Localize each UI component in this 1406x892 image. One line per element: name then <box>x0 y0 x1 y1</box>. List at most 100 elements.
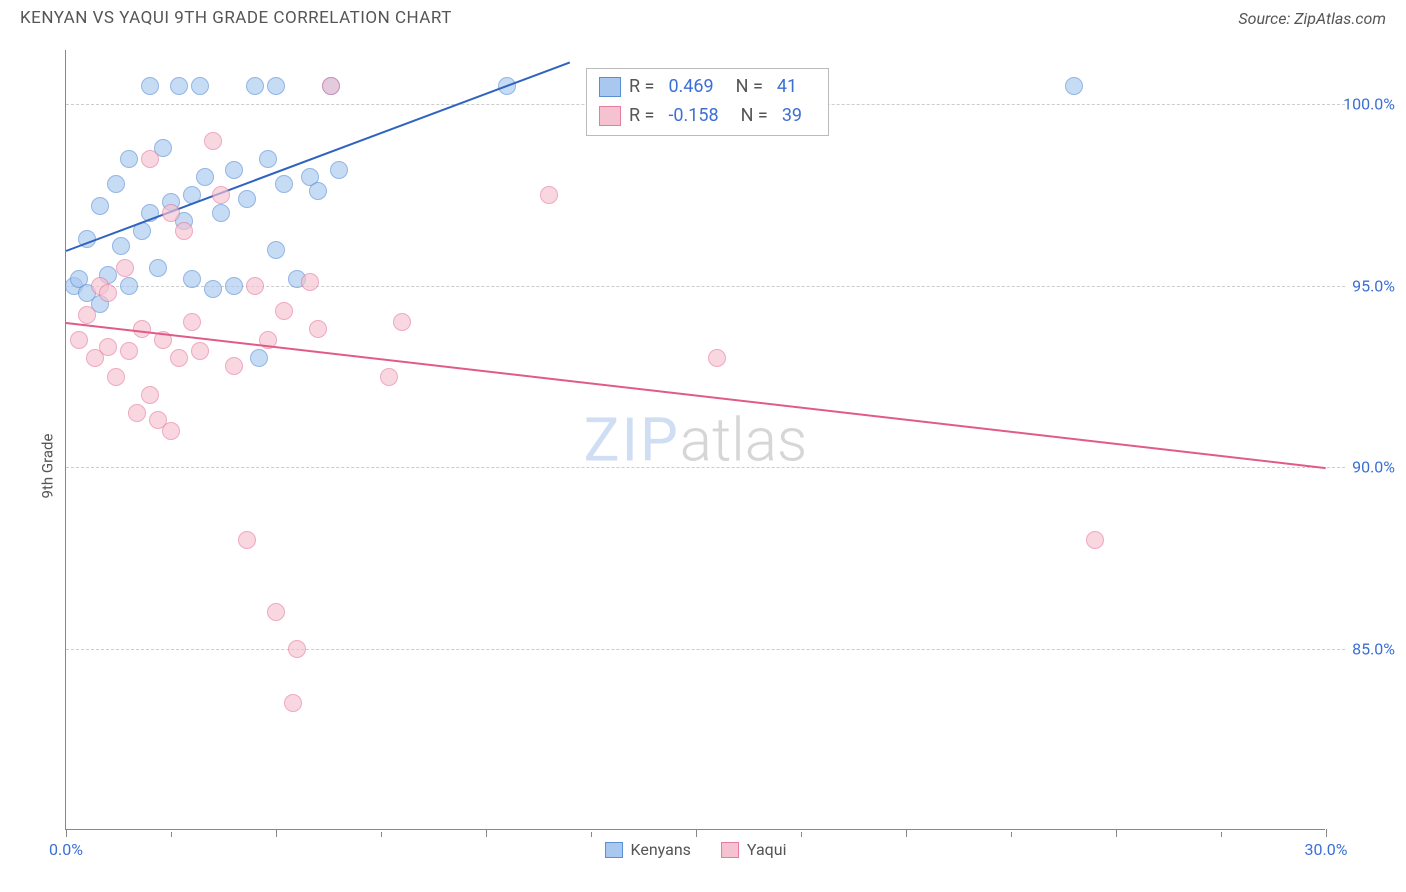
data-point <box>238 190 256 208</box>
legend-item: Kenyans <box>605 840 691 859</box>
data-point <box>191 77 209 95</box>
scatter-plot: ZIPatlas 85.0%90.0%95.0%100.0%0.0%30.0%R… <box>65 50 1325 830</box>
n-value: 39 <box>782 102 802 131</box>
data-point <box>267 241 285 259</box>
data-point <box>267 77 285 95</box>
x-tick <box>1326 829 1327 837</box>
x-tick <box>1011 832 1012 837</box>
data-point <box>170 349 188 367</box>
data-point <box>393 313 411 331</box>
data-point <box>141 386 159 404</box>
n-label: N = <box>741 102 768 131</box>
x-tick-label: 30.0% <box>1305 840 1348 859</box>
data-point <box>225 161 243 179</box>
data-point <box>107 175 125 193</box>
legend-swatch <box>721 842 739 858</box>
legend-swatch <box>605 842 623 858</box>
data-point <box>540 186 558 204</box>
data-point <box>162 204 180 222</box>
x-tick <box>171 832 172 837</box>
x-tick <box>906 829 907 837</box>
data-point <box>212 204 230 222</box>
data-point <box>259 150 277 168</box>
data-point <box>284 694 302 712</box>
data-point <box>322 77 340 95</box>
data-point <box>183 313 201 331</box>
x-tick <box>66 829 67 837</box>
data-point <box>288 640 306 658</box>
data-point <box>1086 531 1104 549</box>
data-point <box>330 161 348 179</box>
data-point <box>70 331 88 349</box>
chart-title: KENYAN VS YAQUI 9TH GRADE CORRELATION CH… <box>20 8 452 28</box>
y-axis-label: 9th Grade <box>38 434 56 499</box>
chart-area: 9th Grade ZIPatlas 85.0%90.0%95.0%100.0%… <box>20 40 1386 892</box>
data-point <box>170 77 188 95</box>
data-point <box>99 284 117 302</box>
n-value: 41 <box>777 73 797 102</box>
data-point <box>267 603 285 621</box>
watermark-atlas: atlas <box>680 404 808 475</box>
data-point <box>162 422 180 440</box>
data-point <box>112 237 130 255</box>
gridline <box>66 467 1345 468</box>
x-tick-label: 0.0% <box>49 840 83 859</box>
chart-source: Source: ZipAtlas.com <box>1238 9 1386 28</box>
data-point <box>196 168 214 186</box>
x-tick <box>696 829 697 837</box>
data-point <box>183 270 201 288</box>
x-tick <box>591 832 592 837</box>
data-point <box>99 338 117 356</box>
data-point <box>149 259 167 277</box>
y-tick-label: 85.0% <box>1352 639 1395 658</box>
x-tick <box>486 829 487 837</box>
legend-swatch <box>599 106 621 126</box>
x-tick <box>801 832 802 837</box>
watermark-zip: ZIP <box>584 404 680 475</box>
correlation-legend: R = 0.469 N = 41R = -0.158 N = 39 <box>586 68 829 136</box>
data-point <box>120 277 138 295</box>
y-tick-label: 95.0% <box>1352 276 1395 295</box>
data-point <box>275 302 293 320</box>
legend-item: Yaqui <box>721 840 787 859</box>
data-point <box>204 280 222 298</box>
legend-swatch <box>599 77 621 97</box>
data-point <box>91 197 109 215</box>
x-tick <box>1221 832 1222 837</box>
data-point <box>141 150 159 168</box>
data-point <box>175 222 193 240</box>
r-value: -0.158 <box>668 102 718 131</box>
legend-row: R =0.469N =41 <box>599 73 816 102</box>
data-point <box>380 368 398 386</box>
n-label: N = <box>736 73 763 102</box>
y-tick-label: 90.0% <box>1352 458 1395 477</box>
data-point <box>238 531 256 549</box>
r-label: R = <box>629 102 654 131</box>
data-point <box>225 277 243 295</box>
data-point <box>120 342 138 360</box>
data-point <box>246 77 264 95</box>
data-point <box>141 77 159 95</box>
data-point <box>309 182 327 200</box>
data-point <box>301 273 319 291</box>
data-point <box>78 306 96 324</box>
data-point <box>212 186 230 204</box>
data-point <box>1065 77 1083 95</box>
data-point <box>107 368 125 386</box>
trend-line <box>66 322 1326 469</box>
data-point <box>128 404 146 422</box>
legend-row: R = -0.158 N = 39 <box>599 102 816 131</box>
y-tick-label: 100.0% <box>1343 95 1395 114</box>
data-point <box>204 132 222 150</box>
data-point <box>708 349 726 367</box>
legend-label: Yaqui <box>747 840 787 859</box>
data-point <box>250 349 268 367</box>
data-point <box>309 320 327 338</box>
r-value: 0.469 <box>668 73 713 102</box>
x-tick <box>1116 829 1117 837</box>
data-point <box>120 150 138 168</box>
data-point <box>225 357 243 375</box>
data-point <box>191 342 209 360</box>
x-tick <box>276 829 277 837</box>
data-point <box>246 277 264 295</box>
